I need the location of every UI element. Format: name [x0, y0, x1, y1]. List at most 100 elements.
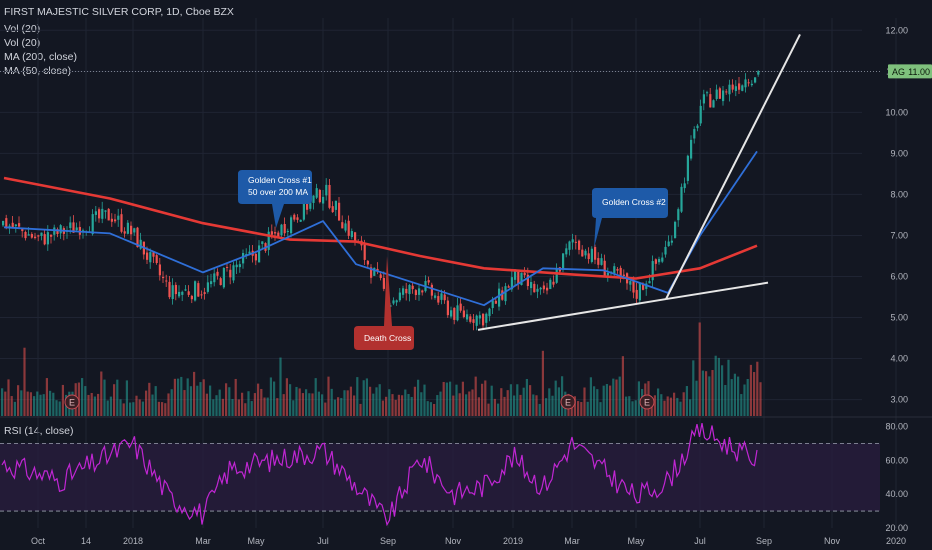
indicator-ma200[interactable]: MA (200, close) [4, 51, 77, 63]
trendlines [477, 33, 801, 331]
candle-body [584, 250, 587, 256]
candle-body [322, 196, 325, 204]
volume-bar [657, 388, 660, 416]
candle-body [206, 282, 209, 292]
volume-bar [330, 388, 333, 416]
volume-bar [228, 387, 231, 416]
candle-body [181, 291, 184, 295]
volume-bar [593, 386, 596, 416]
candle-body [533, 283, 536, 293]
indicator-rsi[interactable]: RSI (14, close) [4, 425, 74, 437]
candle-body [568, 241, 571, 250]
volume-bar [260, 388, 263, 416]
volume-bar [1, 388, 4, 416]
callout-golden-cross-1-line1: Golden Cross #1 [248, 175, 312, 185]
volume-bar [314, 378, 317, 416]
volume-bar [701, 370, 704, 416]
candle-body [530, 282, 533, 289]
volume-bar [615, 379, 618, 416]
candle-body [331, 206, 334, 213]
candle-body [334, 200, 337, 210]
volume-bar [199, 382, 202, 416]
volume-bar [39, 394, 42, 416]
moving-averages [3, 150, 758, 307]
callout-golden-cross-1 [238, 170, 312, 228]
volume-bar [516, 384, 519, 416]
candle-body [421, 290, 424, 293]
candle-body [728, 84, 731, 95]
candle-body [754, 77, 757, 83]
volume-bar [689, 399, 692, 416]
volume-bar [381, 400, 384, 416]
volume-bar [138, 399, 141, 416]
candle-body [290, 217, 293, 234]
candle-body [318, 189, 321, 203]
candle-body [466, 314, 469, 320]
candle-body [635, 289, 638, 299]
volume-bar [439, 391, 442, 416]
candle-body [178, 291, 181, 297]
volume-bar [605, 384, 608, 416]
volume-bar [285, 378, 288, 416]
volume-bar [180, 376, 183, 416]
candle-body [158, 264, 161, 276]
candle-body [328, 184, 331, 208]
volume-bar [90, 392, 93, 416]
candle-body [622, 274, 625, 276]
volume-bar [708, 376, 711, 416]
candle-body [514, 269, 517, 280]
volume-bar [4, 391, 7, 416]
candle-body [648, 281, 651, 284]
volume-bar [545, 398, 548, 416]
candle-body [270, 231, 273, 235]
volume-bar [743, 384, 746, 416]
candle-body [146, 252, 149, 260]
candle-body [293, 214, 296, 220]
callout-death-cross [354, 256, 414, 350]
volume-bar [141, 401, 144, 416]
candle-body [219, 278, 222, 286]
volume-bar [519, 394, 522, 416]
candle-body [232, 265, 235, 281]
price-tick-label: 6.00 [890, 271, 908, 281]
volume-bar [698, 322, 701, 416]
candle-body [712, 100, 715, 108]
candle-body [744, 79, 747, 88]
price-tick-label: 7.00 [890, 230, 908, 240]
candle-body [587, 253, 590, 260]
candle-body [408, 285, 411, 295]
volume-bar [20, 390, 23, 416]
volume-bar [541, 350, 544, 416]
volume-bar [602, 385, 605, 416]
candle-body [520, 272, 523, 285]
volume-bar [276, 398, 279, 416]
volume-bar [609, 385, 612, 416]
time-tick-label: Nov [445, 536, 462, 546]
candle-body [18, 223, 21, 227]
candle-body [72, 222, 75, 233]
volume-bar [481, 383, 484, 416]
candle-body [8, 225, 11, 227]
volume-bar [628, 396, 631, 416]
candle-body [498, 288, 501, 307]
candle-body [216, 271, 219, 276]
indicator-vol-2[interactable]: Vol (20) [4, 37, 41, 49]
candle-body [296, 217, 299, 220]
volume-bar [250, 401, 253, 416]
time-tick-label: Sep [380, 536, 396, 546]
candle-body [504, 286, 507, 302]
candle-body [341, 222, 344, 229]
candle-body [667, 241, 670, 247]
volume-bar [759, 382, 762, 416]
volume-bar [532, 394, 535, 416]
indicator-vol-1[interactable]: Vol (20) [4, 23, 41, 35]
volume-bar [637, 381, 640, 416]
volume-bar [580, 402, 583, 416]
volume-bar [327, 376, 330, 416]
volume-bar [692, 360, 695, 416]
volume-bar [253, 393, 256, 416]
volume-bar [234, 378, 237, 416]
volume-bar [353, 395, 356, 416]
